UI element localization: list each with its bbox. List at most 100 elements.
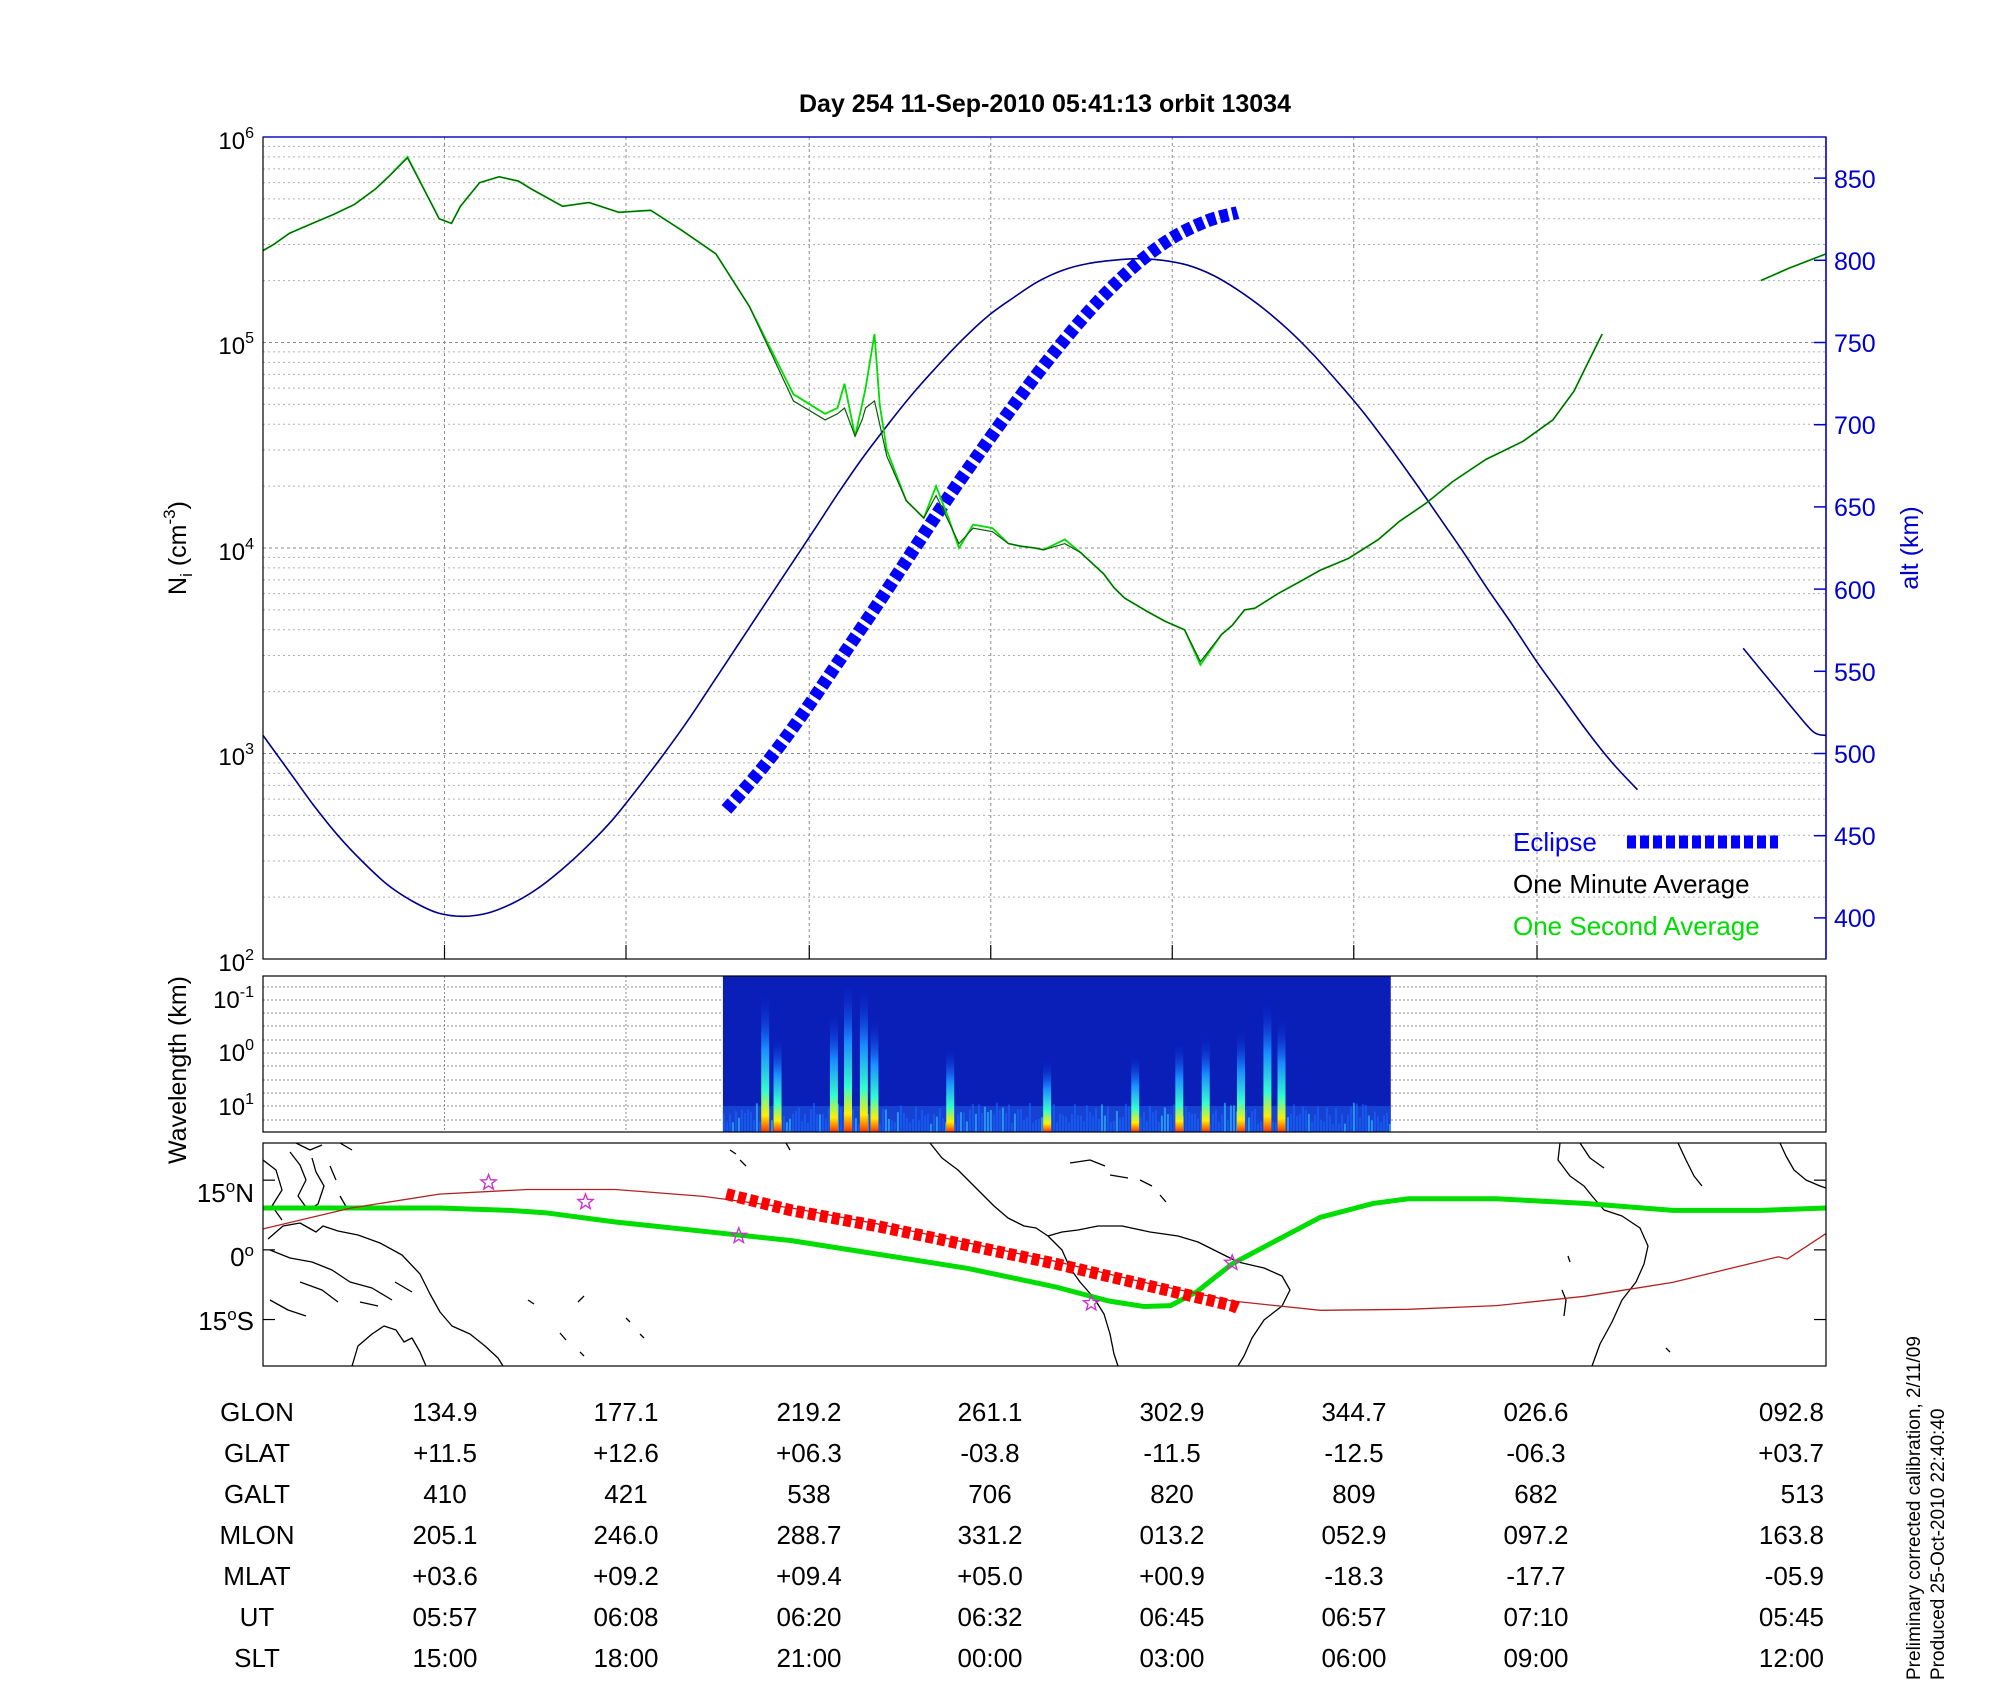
spectrogram-cell [797, 1107, 800, 1132]
spectrogram-cell [1271, 1122, 1274, 1132]
spectrogram-cell [1382, 1115, 1385, 1132]
spectrogram-cell [908, 1122, 911, 1132]
ephemeris-cell: +09.2 [593, 1561, 659, 1591]
ephemeris-cell: 163.8 [1759, 1520, 1824, 1550]
spectrogram-bright-column [1263, 1000, 1272, 1132]
spectrogram-cell [1025, 1117, 1028, 1132]
spectrogram-tick-label: 100 [218, 1037, 254, 1067]
ephemeris-cell: 288.7 [776, 1520, 841, 1550]
spectrogram-cell [770, 1120, 773, 1132]
spectrogram-cell [956, 1114, 959, 1132]
spectrogram-cell [1307, 1113, 1310, 1132]
spectrogram-cell [1229, 1105, 1232, 1132]
ephemeris-cell: 682 [1514, 1479, 1557, 1509]
spectrogram-cell [1052, 1104, 1055, 1132]
spectrogram-cell [1316, 1106, 1319, 1132]
spectrogram-cell [944, 1122, 947, 1132]
spectrogram-cell [842, 1111, 845, 1132]
spectrogram-cell [1031, 1123, 1034, 1132]
spectrogram-cell [1001, 1107, 1004, 1132]
coastline-southeast-asia [263, 1143, 353, 1221]
spectrogram-cell [896, 1112, 899, 1132]
spectrogram-cell [1325, 1107, 1328, 1132]
map-tick-label: 0o [230, 1241, 254, 1272]
spectrogram-cell [857, 1123, 860, 1132]
spectrogram-cell [1019, 1109, 1022, 1132]
main-gridlines [263, 137, 1826, 959]
right-tick-label: 500 [1834, 741, 1876, 769]
spectrogram-cell [1094, 1107, 1097, 1132]
spectrogram-cell [740, 1109, 743, 1132]
spectrogram-bright-column [870, 1018, 879, 1132]
spectrogram-cell [1376, 1116, 1379, 1132]
spectrogram-cell [851, 1108, 854, 1132]
spectrogram-cell [1295, 1116, 1298, 1132]
ephemeris-cell: 097.2 [1503, 1520, 1568, 1550]
spectrogram-cell [815, 1114, 818, 1132]
spectrogram-cell [1259, 1121, 1262, 1132]
spectrogram-cell [1118, 1117, 1121, 1132]
spectrogram-bright-column [1131, 1054, 1140, 1132]
left-axis-label: Ni (cm-3) [160, 501, 196, 595]
spectrogram-cell [887, 1118, 890, 1132]
spectrogram-cell [1064, 1116, 1067, 1132]
coastline-pacific-islands [527, 1143, 791, 1357]
spectrogram-bright-column [946, 1048, 955, 1132]
spectrogram-cell [1385, 1112, 1388, 1132]
one-minute-average-line [263, 157, 1826, 663]
ephemeris-cell: 820 [1150, 1479, 1193, 1509]
spectrogram-cell [1127, 1106, 1130, 1132]
map-y-tick-labels: 15oN 0o 15oS [197, 1177, 254, 1336]
spectrogram-cell [1004, 1112, 1007, 1132]
spectrogram-cell [1103, 1115, 1106, 1132]
spectrogram-cell [1250, 1110, 1253, 1132]
spectrogram-cell [1088, 1112, 1091, 1132]
coastline-indonesia [269, 1249, 413, 1317]
spectrogram-cell [1331, 1123, 1334, 1132]
map-background [263, 1143, 1826, 1366]
map-tick-label: 15oN [197, 1177, 254, 1208]
spectrogram-cell [755, 1103, 758, 1132]
spectrogram-cell [752, 1120, 755, 1132]
star-marker-icon [479, 1172, 499, 1191]
spectrogram-cell [1091, 1116, 1094, 1132]
ephemeris-cell: 06:45 [1139, 1602, 1204, 1632]
spectrogram-cell [1013, 1113, 1016, 1132]
spectrogram-cell [1085, 1105, 1088, 1132]
ephemeris-cell: 09:00 [1503, 1643, 1568, 1673]
spectrogram-cell [1373, 1111, 1376, 1132]
spectrogram-cell [989, 1110, 992, 1132]
spectrogram-cell [1352, 1102, 1355, 1132]
spectrogram-cell [734, 1111, 737, 1132]
left-tick-label: 105 [218, 330, 254, 360]
spectrogram-cell [1355, 1103, 1358, 1132]
ephemeris-cell: 06:00 [1321, 1643, 1386, 1673]
spectrogram-y-ticks: 10-1 100 101 [213, 984, 254, 1121]
spectrogram-cell [1313, 1114, 1316, 1132]
spectrogram-image [722, 976, 1391, 1132]
spectrogram-bright-column [773, 1036, 782, 1132]
spectrogram-cell [1256, 1123, 1259, 1132]
spectrogram-cell [1106, 1106, 1109, 1132]
spectrogram-cell [1304, 1110, 1307, 1132]
right-tick-labels: 400 450 500 550 600 650 700 750 800 850 [1834, 166, 1876, 933]
spectrogram-cell [965, 1121, 968, 1132]
spectrogram-cell [890, 1120, 893, 1132]
spectrogram-cell [1034, 1119, 1037, 1132]
ephemeris-cell: 06:32 [957, 1602, 1022, 1632]
legend-one-minute-label: One Minute Average [1513, 869, 1750, 899]
spectrogram-cell [992, 1114, 995, 1132]
spectrogram-cell [1169, 1114, 1172, 1132]
spectrogram-cell [1310, 1121, 1313, 1132]
ephemeris-cell: 134.9 [412, 1397, 477, 1427]
spectrogram-cell [1121, 1116, 1124, 1132]
spectrogram-cell [932, 1114, 935, 1132]
ephemeris-cell: 177.1 [593, 1397, 658, 1427]
spectrogram-cell [803, 1114, 806, 1132]
ephemeris-row-label: MLON [219, 1520, 294, 1550]
spectrogram-cell [1166, 1114, 1169, 1132]
ephemeris-row-label: UT [240, 1602, 275, 1632]
coastline-madagascar [1561, 1255, 1671, 1353]
right-tick-label: 600 [1834, 577, 1876, 605]
left-tick-label: 104 [218, 536, 254, 566]
